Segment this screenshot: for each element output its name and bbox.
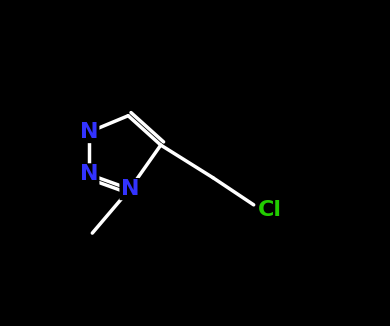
Text: N: N [80, 164, 98, 185]
Text: N: N [80, 122, 98, 142]
Text: N: N [121, 179, 139, 199]
Text: Cl: Cl [258, 200, 282, 220]
